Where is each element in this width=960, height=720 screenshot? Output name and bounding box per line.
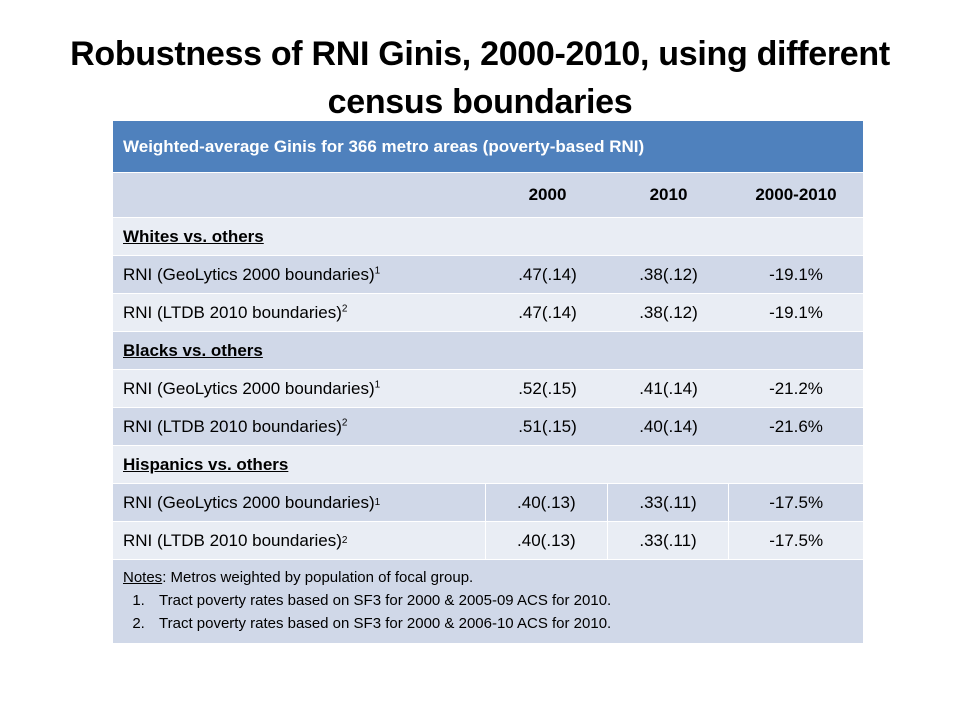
column-header-change: 2000-2010: [755, 185, 837, 204]
value-change: -17.5%: [769, 492, 824, 512]
row-label: RNI (LTDB 2010 boundaries)2: [113, 522, 487, 559]
section-row-hispanics: Hispanics vs. others: [113, 446, 863, 484]
section-label: Hispanics vs. others: [123, 454, 289, 474]
notes-lead: Notes: Metros weighted by population of …: [123, 566, 853, 589]
slide-title: Robustness of RNI Ginis, 2000-2010, usin…: [70, 35, 890, 121]
notes-lead-text: : Metros weighted by population of focal…: [162, 569, 474, 586]
footnote-marker: 1: [374, 264, 381, 276]
notes-list: Tract poverty rates based on SF3 for 200…: [123, 589, 853, 635]
section-label: Blacks vs. others: [123, 340, 263, 360]
value-2000: .47(.14): [518, 264, 577, 284]
column-header-2000: 2000: [528, 185, 567, 204]
value-2010: .33(.11): [608, 484, 730, 521]
note-item: Tract poverty rates based on SF3 for 200…: [149, 612, 853, 635]
value-2010: .40(.14): [639, 416, 698, 436]
value-change: -19.1%: [769, 264, 823, 284]
table-notes: Notes: Metros weighted by population of …: [113, 560, 863, 643]
row-label: RNI (LTDB 2010 boundaries)2: [123, 302, 348, 322]
value-2000: .40(.13): [486, 522, 608, 559]
column-header-2010: 2010: [649, 185, 688, 204]
section-row-blacks: Blacks vs. others: [113, 332, 863, 370]
row-label: RNI (GeoLytics 2000 boundaries)1: [113, 484, 487, 521]
column-header-row: 2000 2010 2000-2010: [113, 173, 863, 218]
row-label: RNI (GeoLytics 2000 boundaries)1: [123, 264, 381, 284]
notes-label: Notes: [123, 569, 163, 586]
value-2010: .41(.14): [639, 378, 698, 398]
value-2010: .33(.11): [608, 522, 730, 559]
section-row-whites: Whites vs. others: [113, 218, 863, 256]
value-change: -21.2%: [769, 378, 823, 398]
footnote-marker: 2: [341, 416, 348, 428]
value-2000: .52(.15): [518, 378, 577, 398]
value-change: -21.6%: [769, 416, 823, 436]
value-2000: .47(.14): [518, 302, 577, 322]
value-change: -19.1%: [769, 302, 823, 322]
value-2000: .40(.13): [486, 484, 608, 521]
table-row: RNI (LTDB 2010 boundaries)2 .51(.15) .40…: [113, 408, 863, 446]
value-2010: .38(.12): [639, 302, 698, 322]
table-row: RNI (LTDB 2010 boundaries)2 .47(.14) .38…: [113, 294, 863, 332]
section-label: Whites vs. others: [123, 226, 264, 246]
value-2010: .38(.12): [639, 264, 698, 284]
gini-table: Weighted-average Ginis for 366 metro are…: [113, 121, 863, 643]
value-change: -17.5%: [769, 530, 824, 550]
value-2000: .51(.15): [518, 416, 577, 436]
table-row: RNI (GeoLytics 2000 boundaries)1 .52(.15…: [113, 370, 863, 408]
table-row: RNI (LTDB 2010 boundaries) 2 .40(.13) .33…: [113, 522, 863, 560]
note-item: Tract poverty rates based on SF3 for 200…: [149, 589, 853, 612]
footnote-marker: 2: [341, 302, 348, 314]
table-row: RNI (GeoLytics 2000 boundaries) 1 .40(.13…: [113, 484, 863, 522]
footnote-marker: 1: [374, 378, 381, 390]
row-label: RNI (LTDB 2010 boundaries)2: [123, 416, 348, 436]
table-header: Weighted-average Ginis for 366 metro are…: [113, 121, 863, 173]
row-label: RNI (GeoLytics 2000 boundaries)1: [123, 378, 381, 398]
table-row: RNI (GeoLytics 2000 boundaries)1 .47(.14…: [113, 256, 863, 294]
